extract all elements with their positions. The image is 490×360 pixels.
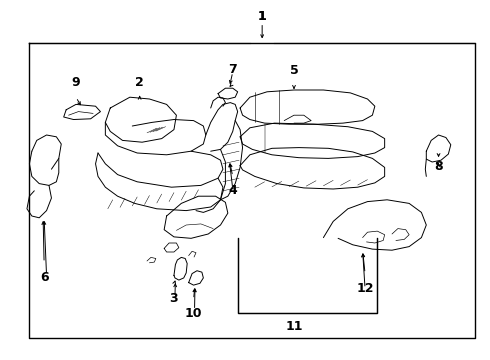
Text: 8: 8: [434, 160, 443, 173]
Text: 11: 11: [285, 320, 303, 333]
Text: 1: 1: [258, 10, 267, 23]
Text: 5: 5: [290, 64, 298, 77]
Text: 7: 7: [228, 63, 237, 76]
Text: 6: 6: [40, 271, 49, 284]
Text: 9: 9: [72, 76, 80, 89]
Text: 1: 1: [258, 10, 267, 23]
Text: 4: 4: [228, 184, 237, 197]
Text: 10: 10: [185, 307, 202, 320]
Text: 3: 3: [170, 292, 178, 305]
Text: 2: 2: [135, 76, 144, 89]
Text: 12: 12: [356, 282, 374, 294]
